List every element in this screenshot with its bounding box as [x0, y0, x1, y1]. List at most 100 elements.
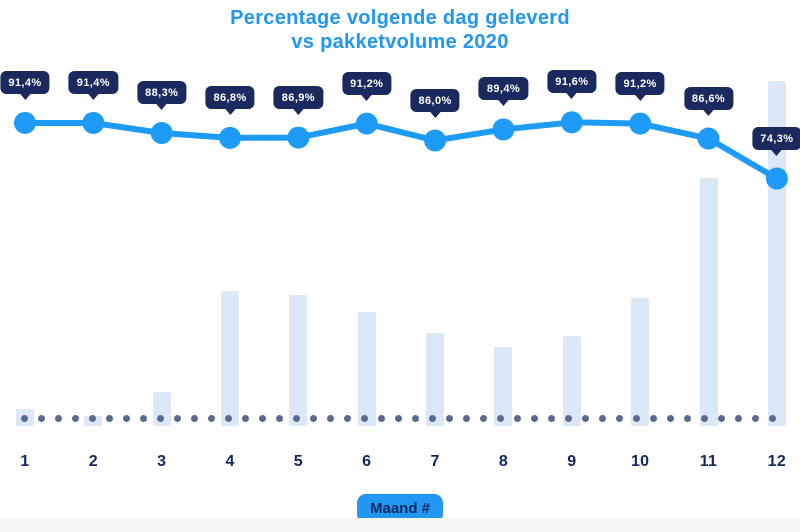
baseline-dot [751, 414, 759, 422]
data-point [150, 122, 173, 145]
x-axis-label: 3 [157, 453, 167, 470]
volume-bar [494, 346, 513, 426]
baseline-dot [139, 414, 147, 422]
volume-bar [357, 312, 376, 426]
data-point [219, 126, 242, 149]
value-tooltip: 86,9% [273, 85, 323, 115]
baseline-dot [241, 414, 249, 422]
volume-bar [631, 298, 650, 426]
baseline-dot [360, 414, 368, 422]
baseline-dot [309, 414, 317, 422]
x-axis-label: 10 [630, 453, 650, 470]
baseline-dot [462, 414, 470, 422]
baseline-dot [411, 414, 419, 422]
line-series [22, 119, 780, 182]
baseline-dot [479, 414, 487, 422]
baseline-dot [105, 414, 113, 422]
value-tooltip: 91,2% [342, 71, 392, 101]
chart-title: Percentage volgende dag geleverd vs pakk… [0, 6, 800, 54]
baseline-dot [734, 414, 742, 422]
baseline-dot [343, 414, 351, 422]
baseline-dot [717, 414, 725, 422]
chart-title-line1: Percentage volgende dag geleverd [230, 7, 570, 29]
x-axis-label: 6 [362, 453, 372, 470]
tooltip-pointer [87, 92, 100, 100]
baseline-dot [224, 414, 232, 422]
baseline-dot [666, 414, 674, 422]
data-point [14, 111, 36, 134]
baseline-dot [122, 414, 130, 422]
value-tooltip: 91,4% [0, 70, 50, 100]
volume-bar [289, 294, 308, 426]
data-point [765, 167, 788, 190]
baseline-dot [581, 414, 589, 422]
x-axis-label: 12 [767, 453, 787, 470]
value-tooltip: 86,8% [205, 85, 255, 115]
data-point [629, 112, 652, 135]
baseline-dot [292, 414, 300, 422]
tooltip-pointer [155, 103, 168, 111]
baseline-dot [275, 414, 283, 422]
data-point [355, 112, 378, 135]
footer-band [0, 518, 800, 532]
tooltip-pointer [224, 107, 237, 115]
volume-bar [221, 291, 240, 426]
volume-bar [562, 336, 581, 426]
tooltip-pointer [702, 108, 715, 116]
baseline-dot [156, 414, 164, 422]
baseline-dot [258, 414, 266, 422]
baseline-dot [20, 414, 28, 422]
baseline-dot [377, 414, 385, 422]
tooltip-pointer [565, 92, 578, 100]
baseline-dot [326, 414, 334, 422]
baseline-dot [394, 414, 402, 422]
tooltip-pointer [18, 92, 31, 100]
baseline-dot [547, 414, 555, 422]
baseline-dot [173, 414, 181, 422]
baseline-dot [615, 414, 623, 422]
baseline-dot [513, 414, 521, 422]
x-axis-label: 8 [498, 453, 509, 470]
baseline-dot [207, 414, 215, 422]
value-tooltip: 91,4% [68, 70, 118, 100]
data-point [697, 127, 720, 150]
tooltip-pointer [497, 99, 510, 107]
data-point [492, 118, 515, 141]
data-point [82, 111, 105, 134]
baseline-dot [700, 414, 708, 422]
x-axis-label: 2 [88, 453, 98, 470]
x-axis-label: 9 [567, 453, 577, 470]
value-tooltip: 91,2% [615, 71, 665, 101]
data-point [560, 111, 583, 134]
volume-bar [767, 81, 786, 426]
baseline-dot [88, 414, 96, 422]
x-axis-label: 1 [20, 453, 30, 470]
value-tooltip: 91,6% [547, 70, 597, 100]
tooltip-pointer [360, 93, 373, 101]
value-tooltip: 88,3% [137, 81, 187, 111]
tooltip-pointer [292, 107, 305, 115]
chart-title-line2: vs pakketvolume 2020 [291, 31, 509, 53]
baseline-dot [649, 414, 657, 422]
baseline-dot [445, 414, 453, 422]
x-axis-label: 5 [293, 453, 303, 470]
baseline-dot [54, 414, 62, 422]
x-axis-label: 4 [225, 453, 235, 470]
volume-bar [699, 177, 718, 426]
volume-bar [426, 332, 445, 426]
x-axis-label: 7 [430, 453, 440, 470]
value-tooltip: 86,6% [683, 86, 734, 116]
baseline-dot [190, 414, 198, 422]
tooltip-pointer [429, 110, 442, 118]
baseline-dot [37, 414, 45, 422]
tooltip-pointer [770, 148, 783, 156]
baseline-dot [428, 414, 436, 422]
baseline-dot [564, 414, 572, 422]
tooltip-pointer [634, 93, 647, 101]
value-tooltip: 89,4% [478, 77, 529, 107]
x-axis-label: 11 [699, 453, 718, 470]
baseline-dot [530, 414, 538, 422]
data-point [287, 126, 310, 149]
